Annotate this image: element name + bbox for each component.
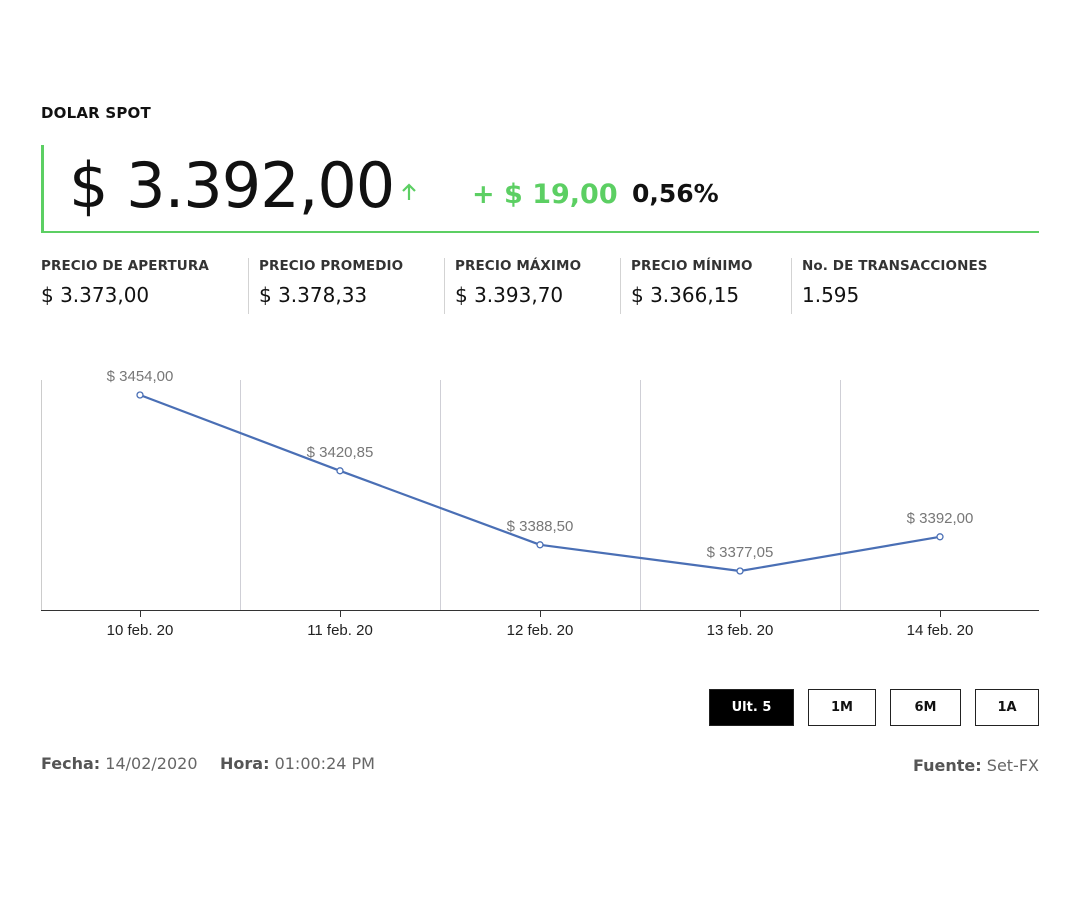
stat-value: 1.595 [802, 283, 860, 307]
date-value: 14/02/2020 [105, 754, 198, 773]
source-label: Fuente: [913, 756, 982, 775]
data-label: $ 3388,50 [507, 518, 574, 535]
x-tick-label: 11 feb. 20 [307, 622, 373, 639]
stat-label: No. DE TRANSACCIONES [802, 258, 988, 274]
data-point [136, 391, 144, 399]
range-button-6m[interactable]: 6M [890, 689, 961, 726]
x-tick-label: 12 feb. 20 [507, 622, 574, 639]
data-label: $ 3454,00 [107, 368, 174, 385]
percent-change: 0,56% [632, 179, 719, 208]
data-label: $ 3420,85 [307, 444, 374, 461]
data-point [936, 533, 944, 541]
x-tick-label: 14 feb. 20 [907, 622, 974, 639]
data-point [736, 567, 744, 575]
time-value: 01:00:24 PM [274, 754, 375, 773]
range-button-1a[interactable]: 1A [975, 689, 1039, 726]
data-point [336, 467, 344, 475]
stat-transactions: No. DE TRANSACCIONES 1.595 [791, 258, 988, 314]
time-label: Hora: [220, 754, 270, 773]
x-tick-label: 10 feb. 20 [107, 622, 174, 639]
stat-opening-price: PRECIO DE APERTURA $ 3.373,00 [41, 258, 209, 314]
stat-value: $ 3.378,33 [259, 283, 368, 307]
footer-date: Fecha: 14/02/2020 [41, 754, 198, 773]
stat-average-price: PRECIO PROMEDIO $ 3.378,33 [248, 258, 403, 314]
price-change: + $ 19,00 [472, 179, 618, 210]
date-label: Fecha: [41, 754, 101, 773]
price-line-chart: 10 feb. 20 11 feb. 20 12 feb. 20 13 feb. 20… [41, 368, 1039, 639]
stat-value: $ 3.366,15 [631, 283, 740, 307]
x-tick-label: 13 feb. 20 [707, 622, 774, 639]
instrument-title: DOLAR SPOT [41, 104, 151, 122]
stat-value: $ 3.373,00 [41, 283, 150, 307]
stat-label: PRECIO MÁXIMO [455, 258, 582, 274]
data-point [536, 541, 544, 549]
footer-source: Fuente: Set-FX [913, 756, 1039, 775]
stat-min-price: PRECIO MÍNIMO $ 3.366,15 [620, 258, 753, 314]
price-summary: $ 3.392,00 + $ 19,00 0,56% [41, 145, 1039, 233]
range-button-1m[interactable]: 1M [808, 689, 876, 726]
stat-label: PRECIO DE APERTURA [41, 258, 209, 274]
stat-value: $ 3.393,70 [455, 283, 564, 307]
stat-label: PRECIO MÍNIMO [631, 258, 753, 274]
range-button-last-5[interactable]: Ult. 5 [709, 689, 794, 726]
footer-time: Hora: 01:00:24 PM [220, 754, 375, 773]
data-label: $ 3377,05 [707, 544, 774, 561]
stat-max-price: PRECIO MÁXIMO $ 3.393,70 [444, 258, 581, 314]
arrow-up-icon [402, 183, 416, 200]
data-label: $ 3392,00 [907, 510, 974, 527]
source-value: Set-FX [986, 756, 1039, 775]
current-price: $ 3.392,00 [69, 149, 395, 222]
stat-label: PRECIO PROMEDIO [259, 258, 404, 274]
